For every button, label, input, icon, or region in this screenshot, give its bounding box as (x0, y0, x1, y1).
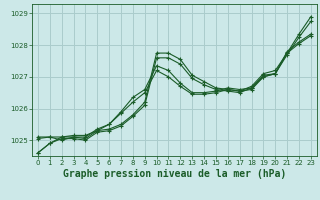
X-axis label: Graphe pression niveau de la mer (hPa): Graphe pression niveau de la mer (hPa) (63, 169, 286, 179)
